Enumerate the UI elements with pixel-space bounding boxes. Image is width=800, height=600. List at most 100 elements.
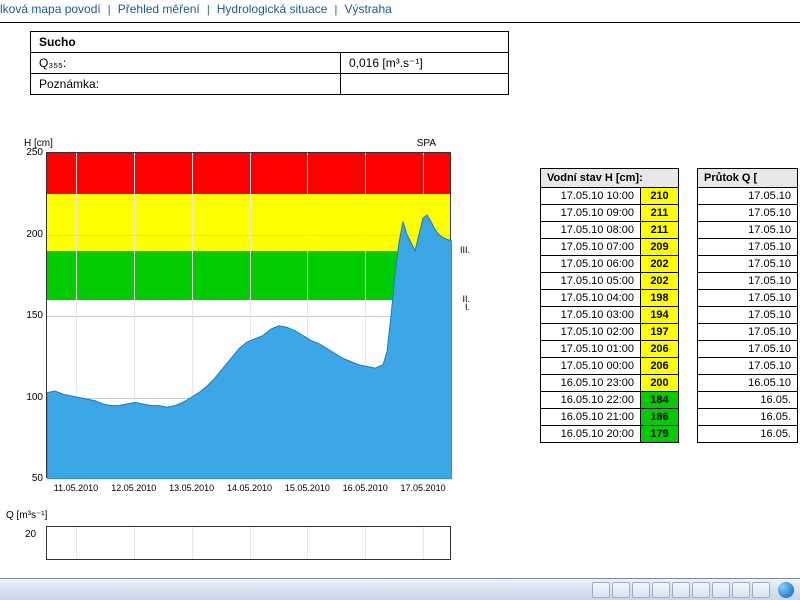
table-row: 17.05.10 07:00209 [541,239,679,256]
table-row: 17.05.10 [698,205,798,222]
time-cell: 17.05.10 [698,273,798,290]
table-row: 17.05.10 [698,239,798,256]
value-cell: 206 [641,358,679,375]
table-row: 17.05.10 [698,222,798,239]
time-cell: 17.05.10 07:00 [541,239,641,256]
time-cell: 17.05.10 06:00 [541,256,641,273]
globe-icon[interactable] [778,582,794,598]
taskbar [0,578,800,600]
nav-link-hydro[interactable]: Hydrologická situace [217,2,328,16]
table-row: 17.05.10 [698,358,798,375]
time-cell: 16.05.10 21:00 [541,409,641,426]
taskbar-button[interactable] [672,582,690,598]
zone-label: I. [465,302,470,312]
value-cell: 186 [641,409,679,426]
time-cell: 17.05.10 05:00 [541,273,641,290]
table-row: 17.05.10 09:00211 [541,205,679,222]
time-cell: 17.05.10 [698,222,798,239]
taskbar-button[interactable] [752,582,770,598]
taskbar-button[interactable] [712,582,730,598]
info-note-value [341,74,509,95]
info-header: Sucho [31,32,509,53]
table-row: 17.05.10 [698,188,798,205]
value-cell: 202 [641,273,679,290]
nav-link-overview[interactable]: Přehled měření [118,2,200,16]
table-row: 16.05. [698,392,798,409]
taskbar-button[interactable] [652,582,670,598]
table-row: 16.05.10 [698,375,798,392]
info-table: Sucho Q₃₅₅: 0,016 [m³.s⁻¹] Poznámka: [30,31,509,95]
taskbar-button[interactable] [592,582,610,598]
ytick: 150 [19,310,43,321]
table-row: 17.05.10 02:00197 [541,324,679,341]
time-cell: 16.05. [698,409,798,426]
table-row: 17.05.10 [698,307,798,324]
tableH-header: Vodní stav H [cm]: [541,169,679,188]
xtick: 17.05.2010 [401,483,446,493]
nav-sep: | [207,4,210,16]
xtick: 14.05.2010 [227,483,272,493]
value-cell: 198 [641,290,679,307]
table-row: 16.05.10 21:00186 [541,409,679,426]
time-cell: 17.05.10 00:00 [541,358,641,375]
time-cell: 16.05. [698,392,798,409]
ytick: 100 [19,392,43,403]
time-cell: 17.05.10 [698,290,798,307]
xtick: 12.05.2010 [111,483,156,493]
time-cell: 17.05.10 [698,341,798,358]
time-cell: 17.05.10 [698,324,798,341]
taskbar-button[interactable] [732,582,750,598]
table-row: 17.05.10 01:00206 [541,341,679,358]
nav-link-map[interactable]: lková mapa povodí [0,2,101,16]
taskbar-button[interactable] [612,582,630,598]
time-cell: 17.05.10 [698,307,798,324]
value-cell: 211 [641,222,679,239]
value-cell: 210 [641,188,679,205]
time-cell: 16.05.10 23:00 [541,375,641,392]
table-row: 16.05. [698,426,798,443]
info-q355-label: Q₃₅₅: [31,53,341,74]
taskbar-button[interactable] [632,582,650,598]
nav-link-warning[interactable]: Výstraha [344,2,391,16]
table-row: 17.05.10 [698,256,798,273]
value-cell: 209 [641,239,679,256]
time-cell: 17.05.10 02:00 [541,324,641,341]
taskbar-button[interactable] [692,582,710,598]
value-cell: 211 [641,205,679,222]
time-cell: 17.05.10 09:00 [541,205,641,222]
time-cell: 16.05.10 20:00 [541,426,641,443]
value-cell: 197 [641,324,679,341]
ytick: 50 [19,473,43,484]
table-row: 17.05.10 08:00211 [541,222,679,239]
table-row: 17.05.10 10:00210 [541,188,679,205]
time-cell: 17.05.10 03:00 [541,307,641,324]
top-nav: lková mapa povodí | Přehled měření | Hyd… [0,0,800,23]
table-row: 17.05.10 [698,290,798,307]
table-row: 17.05.10 05:00202 [541,273,679,290]
water-level-table: Vodní stav H [cm]: 17.05.10 10:0021017.0… [540,168,679,443]
mini-chart-label: Q [m³s⁻¹] [6,510,47,521]
table-row: 16.05. [698,409,798,426]
xtick: 15.05.2010 [285,483,330,493]
table-row: 17.05.10 [698,341,798,358]
zone-label: III. [460,245,470,255]
time-cell: 17.05.10 08:00 [541,222,641,239]
mini-chart-box: 20 [46,526,451,560]
flow-table: Průtok Q [ 17.05.1017.05.1017.05.1017.05… [697,168,798,443]
nav-sep: | [108,4,111,16]
time-cell: 17.05.10 [698,239,798,256]
time-cell: 16.05.10 22:00 [541,392,641,409]
table-row: 16.05.10 22:00184 [541,392,679,409]
table-row: 16.05.10 23:00200 [541,375,679,392]
value-cell: 179 [641,426,679,443]
ytick: 200 [19,229,43,240]
ytick: 250 [19,147,43,158]
time-cell: 17.05.10 [698,205,798,222]
table-row: 17.05.10 04:00198 [541,290,679,307]
time-cell: 17.05.10 04:00 [541,290,641,307]
time-cell: 16.05. [698,426,798,443]
table-row: 17.05.10 [698,324,798,341]
xtick: 11.05.2010 [54,483,98,493]
nav-sep: | [335,4,338,16]
tableQ-header: Průtok Q [ [698,169,798,188]
